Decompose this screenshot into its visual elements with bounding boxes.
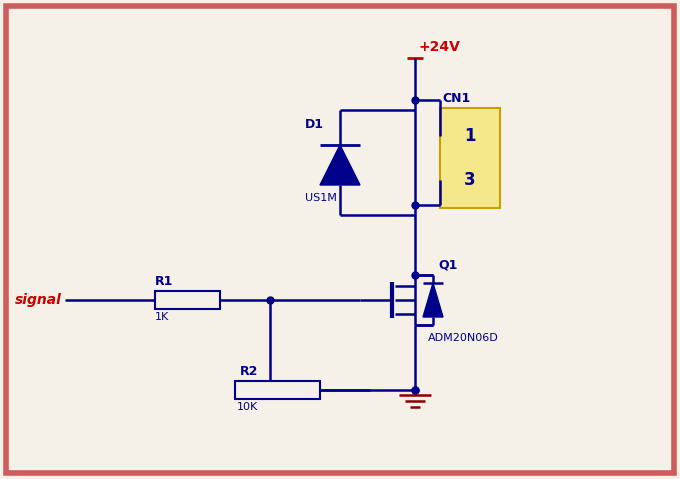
Bar [155,291,220,309]
Text: US1M: US1M [305,193,337,203]
Text: signal: signal [15,293,62,307]
Text: 10K: 10K [237,402,258,412]
Text: CN1: CN1 [442,92,471,105]
Text: R1: R1 [155,275,173,288]
Bar [440,108,500,208]
Bar [235,381,320,399]
Text: R2: R2 [240,365,258,378]
Polygon shape [320,145,360,185]
Text: 1: 1 [464,127,476,145]
Polygon shape [423,283,443,317]
Text: 3: 3 [464,171,476,189]
Text: +24V: +24V [418,40,460,54]
Text: ADM20N06D: ADM20N06D [428,333,498,343]
Text: Q1: Q1 [438,259,458,272]
Text: 1K: 1K [155,312,169,322]
Text: D1: D1 [305,118,324,131]
